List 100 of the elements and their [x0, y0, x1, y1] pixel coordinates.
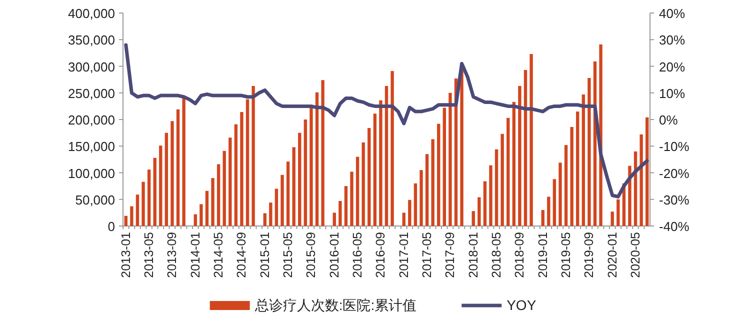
bar — [437, 124, 440, 226]
bar — [530, 54, 533, 226]
bar — [315, 92, 319, 226]
bar — [246, 99, 250, 226]
bar — [298, 132, 302, 226]
bar — [402, 212, 406, 226]
bar — [124, 216, 128, 226]
bar — [200, 204, 203, 226]
bar — [414, 183, 418, 226]
x-tick-label: 2018-01 — [466, 232, 480, 278]
bar — [153, 158, 156, 226]
bar — [310, 106, 313, 226]
y2-tick-label: -30% — [659, 192, 690, 208]
bar — [558, 162, 562, 226]
bar — [547, 196, 550, 226]
bar — [356, 156, 360, 226]
y2-tick-label: 0% — [659, 112, 678, 128]
y-tick-label: 0 — [108, 219, 115, 234]
x-tick-label: 2013-01 — [118, 232, 133, 278]
bar — [194, 214, 197, 226]
bar — [252, 86, 255, 226]
x-tick-label: 2013-09 — [165, 232, 180, 278]
bar — [292, 147, 296, 226]
legend-label: YOY — [506, 297, 537, 313]
bar — [420, 170, 423, 226]
bar — [373, 114, 377, 226]
y2-tick-label: 20% — [659, 59, 686, 74]
x-tick-label: 2020-01 — [605, 232, 620, 278]
bar — [240, 112, 244, 226]
y-tick-label: 250,000 — [68, 86, 115, 101]
bar — [384, 86, 388, 226]
x-tick-label: 2018-09 — [512, 232, 527, 278]
bar — [164, 132, 168, 226]
bar — [616, 199, 620, 226]
y-tick-label: 150,000 — [68, 139, 115, 154]
bar — [506, 118, 510, 226]
bar — [159, 146, 162, 226]
bar — [640, 134, 643, 226]
bar — [338, 200, 342, 226]
bar — [646, 117, 649, 226]
bar — [205, 190, 209, 226]
bar — [263, 213, 266, 226]
bar — [170, 121, 174, 226]
bar — [472, 211, 475, 226]
x-tick-label: 2014-01 — [188, 232, 202, 278]
bar — [576, 112, 580, 226]
bar — [216, 164, 220, 226]
x-tick-label: 2015-05 — [281, 232, 296, 278]
x-tick-label: 2020-05 — [628, 232, 643, 278]
bar — [494, 149, 498, 226]
y2-tick-label: 40% — [659, 6, 686, 21]
x-tick-label: 2019-05 — [559, 232, 574, 278]
bar — [489, 165, 492, 226]
bar — [228, 138, 232, 226]
x-tick-label: 2017-09 — [443, 232, 458, 278]
bar — [552, 179, 556, 226]
bar — [588, 78, 591, 226]
y-tick-label: 350,000 — [68, 32, 115, 48]
bar — [332, 212, 336, 226]
bar — [269, 202, 272, 226]
x-tick-label: 2019-01 — [536, 232, 550, 278]
bar — [130, 206, 134, 226]
bar — [541, 210, 544, 226]
x-tick-label: 2013-05 — [142, 232, 156, 278]
y2-tick-label: 30% — [659, 32, 686, 48]
x-tick-label: 2016-01 — [327, 232, 342, 278]
bar — [582, 94, 585, 226]
bar — [176, 109, 180, 226]
x-tick-label: 2015-09 — [304, 232, 318, 278]
y-tick-label: 200,000 — [68, 112, 115, 128]
bar — [442, 108, 446, 226]
y2-tick-label: -40% — [659, 219, 690, 234]
y-tick-label: 400,000 — [68, 6, 115, 21]
x-tick-label: 2018-05 — [490, 232, 504, 278]
x-tick-label: 2019-09 — [582, 232, 596, 278]
x-tick-label: 2017-01 — [396, 232, 411, 278]
bar — [304, 120, 308, 226]
bar — [321, 80, 324, 226]
x-tick-label: 2017-05 — [420, 232, 434, 278]
bar — [483, 181, 487, 226]
bar — [518, 86, 522, 226]
y-tick-label: 300,000 — [68, 59, 115, 74]
y2-tick-label: -20% — [659, 166, 690, 181]
bar — [610, 212, 614, 226]
bar — [425, 154, 429, 226]
bar — [478, 197, 481, 226]
bar — [512, 102, 516, 226]
bar — [234, 124, 238, 226]
bar — [142, 182, 145, 226]
bar — [390, 71, 394, 226]
bar — [280, 174, 284, 226]
bar — [570, 126, 574, 226]
bar — [460, 70, 464, 226]
bar — [524, 70, 528, 226]
bar — [211, 178, 214, 226]
y-tick-label: 100,000 — [68, 166, 115, 181]
bar — [222, 150, 226, 226]
x-tick-label: 2015-01 — [258, 232, 272, 278]
bar — [182, 97, 186, 226]
bar — [274, 188, 278, 226]
